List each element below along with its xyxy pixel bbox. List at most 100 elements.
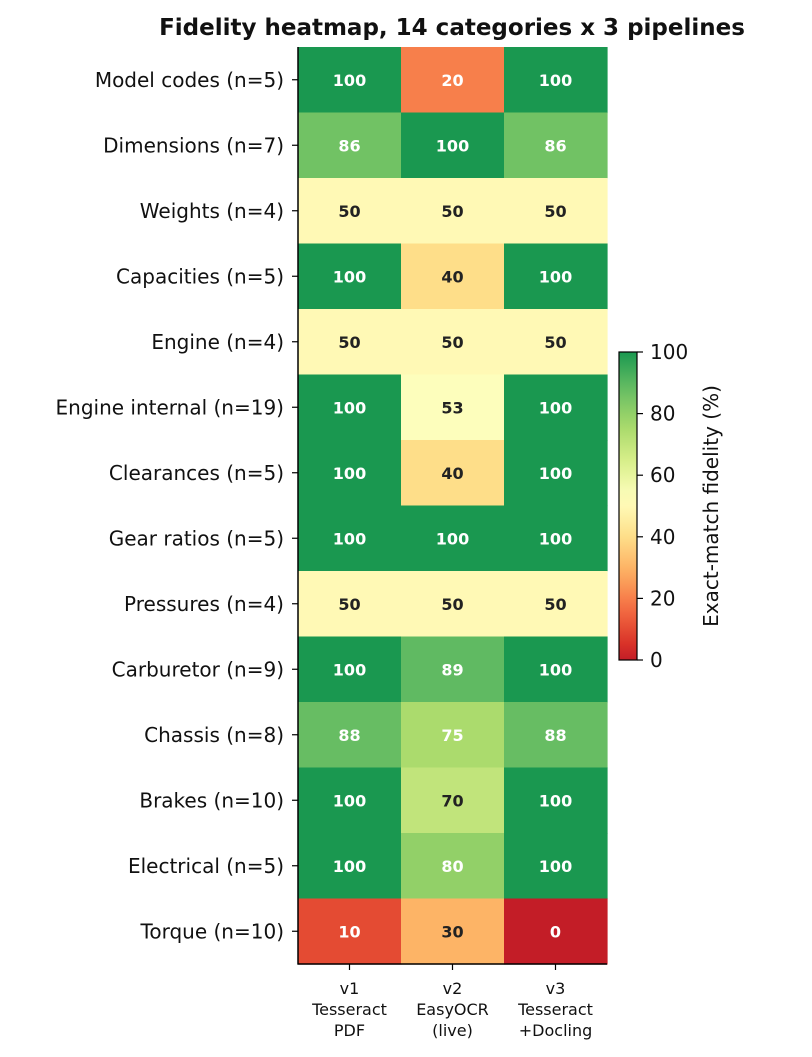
cell-value-label: 100 [539, 660, 572, 679]
heatmap-cell [401, 505, 505, 572]
cell-value-label: 100 [539, 529, 572, 548]
heatmap-cell [401, 636, 505, 703]
row-label: Chassis (n=8) [144, 723, 284, 747]
heatmap-cell [298, 505, 402, 572]
cell-value-label: 86 [338, 136, 360, 155]
heatmap-cell [401, 178, 505, 245]
cell-value-label: 100 [333, 398, 366, 417]
heatmap-cell [504, 767, 608, 834]
row-label: Torque (n=10) [140, 919, 284, 943]
cell-value-label: 50 [441, 202, 463, 221]
row-label: Clearances (n=5) [109, 461, 284, 485]
heatmap-cell [504, 47, 608, 114]
cell-value-label: 100 [333, 529, 366, 548]
row-label: Engine (n=4) [151, 330, 284, 354]
cell-value-label: 100 [333, 660, 366, 679]
heatmap-cell [401, 702, 505, 769]
heatmap-cell [298, 702, 402, 769]
cell-value-label: 50 [441, 333, 463, 352]
cell-value-label: 100 [436, 136, 469, 155]
heatmap-cell [401, 374, 505, 441]
column-label: v3 Tesseract +Docling [517, 979, 593, 1040]
heatmap-cell [504, 505, 608, 572]
heatmap-cell [401, 833, 505, 900]
heatmap-cell [504, 702, 608, 769]
row-label: Brakes (n=10) [139, 788, 284, 812]
cell-value-label: 88 [338, 726, 360, 745]
cell-value-label: 0 [550, 922, 561, 941]
row-label: Engine internal (n=19) [56, 395, 285, 419]
heatmap-cell [401, 243, 505, 310]
cell-value-label: 100 [539, 267, 572, 286]
colorbar-label: Exact-match fidelity (%) [699, 385, 723, 627]
cell-value-label: 10 [338, 922, 360, 941]
cell-value-label: 100 [539, 791, 572, 810]
cell-value-label: 100 [333, 791, 366, 810]
heatmap-cell [504, 898, 608, 965]
cell-value-label: 50 [338, 595, 360, 614]
row-label: Weights (n=4) [140, 199, 284, 223]
heatmap-cell [298, 178, 402, 245]
heatmap-cell [298, 833, 402, 900]
cell-value-label: 100 [333, 464, 366, 483]
colorbar: 0 20 40 60 80 100 Exact-match fidelity (%) [618, 340, 723, 672]
cell-value-label: 100 [333, 267, 366, 286]
cell-value-label: 40 [441, 267, 463, 286]
cell-value-label: 50 [441, 595, 463, 614]
cell-value-label: 100 [539, 464, 572, 483]
heatmap-cell [504, 374, 608, 441]
colorbar-tick-label: 60 [650, 463, 675, 487]
heatmap-cell [504, 178, 608, 245]
row-label: Electrical (n=5) [128, 854, 284, 878]
cell-value-label: 75 [441, 726, 463, 745]
heatmap-cell [504, 112, 608, 179]
column-label: v1 Tesseract PDF [311, 979, 387, 1040]
heatmap-cell [504, 833, 608, 900]
row-label: Gear ratios (n=5) [109, 526, 284, 550]
row-label: Model codes (n=5) [95, 68, 284, 92]
heatmap-cell [298, 767, 402, 834]
cell-value-label: 20 [441, 71, 463, 90]
heatmap-cell [401, 47, 505, 114]
cell-value-label: 100 [539, 857, 572, 876]
colorbar-tick-label: 80 [650, 402, 675, 426]
heatmap-axes [297, 47, 607, 965]
cell-value-label: 100 [539, 398, 572, 417]
heatmap-cell [504, 309, 608, 376]
cell-value-label: 88 [544, 726, 566, 745]
cell-value-label: 100 [333, 71, 366, 90]
cell-value-label: 30 [441, 922, 463, 941]
cell-value-label: 40 [441, 464, 463, 483]
heatmap-cell [298, 898, 402, 965]
heatmap-cell [298, 636, 402, 703]
heatmap-cell [298, 112, 402, 179]
cell-value-label: 80 [441, 857, 463, 876]
heatmap-cell [504, 243, 608, 310]
colorbar-gradient [618, 351, 638, 661]
heatmap-cell [298, 47, 402, 114]
cell-value-label: 50 [544, 595, 566, 614]
column-labels: v1 Tesseract PDF v2 EasyOCR (live) v3 Tesseract… [311, 964, 593, 1040]
heatmap-cell [298, 440, 402, 507]
heatmap-cell [401, 309, 505, 376]
row-label: Dimensions (n=7) [103, 133, 284, 157]
colorbar-tick-label: 100 [650, 340, 688, 364]
cell-value-label: 50 [544, 333, 566, 352]
cell-value-label: 89 [441, 660, 463, 679]
colorbar-tick-label: 40 [650, 525, 675, 549]
cell-value-label: 50 [338, 202, 360, 221]
chart-title: Fidelity heatmap, 14 categories x 3 pipe… [159, 15, 745, 41]
cell-value-label: 50 [544, 202, 566, 221]
cell-value-label: 100 [539, 71, 572, 90]
column-label: v2 EasyOCR (live) [416, 979, 489, 1040]
row-label: Pressures (n=4) [124, 592, 284, 616]
cell-value-label: 86 [544, 136, 566, 155]
colorbar-tick-label: 20 [650, 586, 675, 610]
colorbar-tick-label: 0 [650, 648, 663, 672]
cell-value-label: 100 [333, 857, 366, 876]
cell-value-label: 100 [436, 529, 469, 548]
cell-value-label: 70 [441, 791, 463, 810]
heatmap-cell [401, 767, 505, 834]
